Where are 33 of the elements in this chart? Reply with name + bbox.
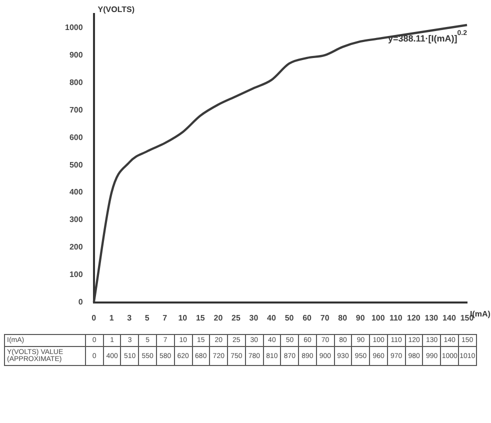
x-tick-label: 60 (302, 313, 312, 322)
x-tick-label: 100 (371, 313, 386, 322)
x-tick-label: 0 (92, 313, 97, 322)
x-tick-label: 130 (424, 313, 439, 322)
y-axis-title: Y(VOLTS) (98, 5, 135, 14)
x-tick-label: 5 (144, 313, 150, 322)
x-tick-label: 20 (214, 313, 224, 322)
x-tick-label: 140 (442, 313, 456, 322)
y-tick-label: 100 (69, 270, 84, 280)
x-tick-label: 15 (196, 313, 206, 322)
x-tick-label: 120 (407, 313, 421, 322)
x-tick-label: 1 (109, 313, 114, 322)
x-tick-label: 30 (249, 313, 259, 322)
y-tick-label: 700 (69, 105, 84, 114)
x-tick-label: 25 (232, 313, 241, 322)
x-tick-label: 110 (389, 313, 403, 322)
y-tick-label: 1000 (65, 22, 84, 32)
y-tick-label: 600 (69, 132, 84, 142)
x-tick-label: 7 (162, 313, 168, 322)
y-tick-label: 200 (69, 242, 84, 252)
x-tick-label: 10 (178, 313, 188, 322)
y-tick-label: 300 (69, 215, 84, 224)
x-tick-label: 40 (267, 313, 277, 322)
x-tick-label: 50 (284, 313, 294, 322)
y-tick-label: 0 (78, 298, 84, 307)
y-tick-label: 400 (69, 188, 84, 197)
y-tick-label: 900 (69, 50, 84, 60)
x-tick-label: 90 (356, 313, 366, 322)
y-tick-label: 800 (69, 78, 84, 87)
x-tick-label: 80 (338, 313, 348, 322)
y-tick-label: 500 (69, 160, 84, 170)
x-tick-label: 3 (127, 313, 132, 322)
x-tick-label: 70 (320, 313, 330, 322)
